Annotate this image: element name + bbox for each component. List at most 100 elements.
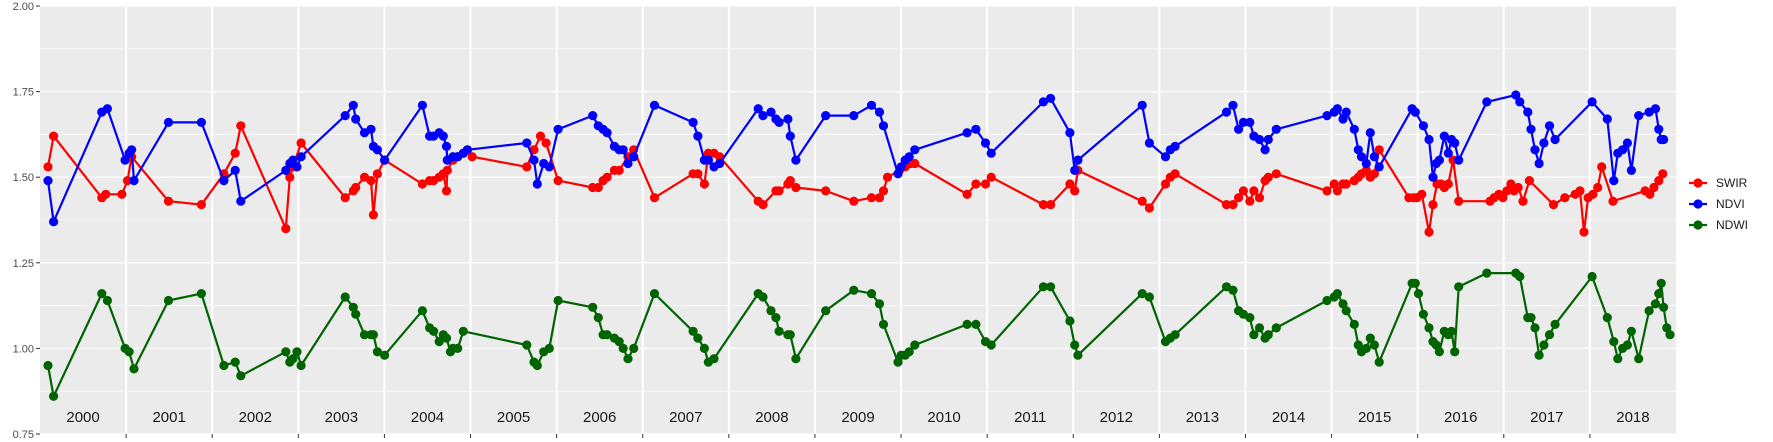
ndwi-point xyxy=(1413,289,1424,299)
ndvi-point xyxy=(703,155,714,165)
swir-point xyxy=(1575,186,1585,196)
ndwi-point xyxy=(1446,326,1457,336)
year-label: 2015 xyxy=(1358,409,1391,426)
ndwi-point xyxy=(1515,271,1525,282)
ndwi-point xyxy=(1332,289,1342,299)
year-label: 2002 xyxy=(239,409,272,426)
ndwi-point xyxy=(441,333,452,343)
ndvi-point xyxy=(1369,152,1379,162)
swir-point xyxy=(849,196,859,206)
x-axis: 2000 2001 2002 2003 2004 2005 2006 2007 2008 2009… xyxy=(66,409,1650,438)
ndwi-point xyxy=(1245,313,1255,323)
ndvi-point xyxy=(1234,124,1244,134)
swir-point xyxy=(101,189,111,199)
ndwi-point xyxy=(1659,302,1669,312)
swir-point xyxy=(1374,145,1384,155)
ndvi-point xyxy=(438,131,448,141)
ndvi-point xyxy=(1650,104,1661,114)
ndvi-point xyxy=(1618,145,1628,155)
y-tick-label: 0.75 xyxy=(13,429,34,441)
ndwi-point xyxy=(1046,282,1056,292)
swir-point xyxy=(1361,165,1371,175)
ndwi-point xyxy=(910,340,920,350)
ndwi-point xyxy=(1550,319,1560,329)
ndvi-point xyxy=(1349,124,1359,134)
swir-point xyxy=(163,196,174,206)
legend-label-swir: SWIR xyxy=(1716,176,1748,190)
ndvi-point xyxy=(102,104,112,114)
y-tick-label: 1.75 xyxy=(13,87,34,99)
ndwi-point xyxy=(1263,330,1273,340)
ndvi-point xyxy=(904,152,914,162)
ndvi-point xyxy=(1254,134,1265,145)
ndvi-point xyxy=(1073,155,1083,165)
swir-point xyxy=(791,182,801,193)
ndwi-point xyxy=(1650,299,1661,309)
year-label: 2018 xyxy=(1616,409,1649,426)
ndwi-point xyxy=(163,295,174,306)
legend-key-ndvi-point xyxy=(1693,199,1703,209)
swir-point xyxy=(541,138,551,148)
ndvi-point xyxy=(618,145,628,155)
ndvi-point xyxy=(1424,134,1434,145)
series-layer xyxy=(43,90,1675,401)
swir-point xyxy=(1608,196,1618,206)
swir-point xyxy=(285,172,295,182)
ndvi-point xyxy=(688,117,698,127)
swir-point xyxy=(1417,189,1427,199)
year-label: 2013 xyxy=(1186,409,1219,426)
ndwi-point xyxy=(429,326,439,336)
swir-point xyxy=(442,165,452,175)
swir-point xyxy=(1332,186,1342,196)
ndvi-point xyxy=(163,117,174,127)
ndvi-point xyxy=(649,100,660,110)
swir-point xyxy=(962,189,972,199)
swir-point xyxy=(1506,179,1516,189)
grid-lines xyxy=(40,5,1676,435)
ndwi-point xyxy=(986,340,996,350)
swir-point xyxy=(693,169,703,179)
ndvi-point xyxy=(821,111,831,121)
ndvi-point xyxy=(236,196,246,206)
legend-label-ndwi: NDWI xyxy=(1716,218,1748,232)
ndvi-point xyxy=(1439,131,1449,141)
swir-point xyxy=(366,176,376,186)
ndwi-point xyxy=(434,337,444,347)
ndvi-point xyxy=(1144,138,1154,148)
swir-point xyxy=(467,152,477,162)
ndwi-point xyxy=(1626,326,1636,336)
swir-point xyxy=(1658,169,1668,179)
year-label: 2000 xyxy=(66,409,99,426)
swir-point xyxy=(1588,189,1598,199)
ndvi-point xyxy=(1626,165,1636,175)
ndvi-point xyxy=(49,217,59,227)
swir-point xyxy=(785,176,795,186)
swir-point xyxy=(368,210,378,220)
ndvi-point xyxy=(1659,134,1669,145)
swir-point xyxy=(522,162,532,172)
swir-point xyxy=(758,200,768,210)
y-axis: 0.75 1.00 1.25 1.50 1.75 2.00 xyxy=(13,1,40,441)
swir-point xyxy=(1593,182,1603,193)
ndwi-point xyxy=(219,360,229,371)
swir-point xyxy=(1234,193,1244,203)
y-tick-label: 1.00 xyxy=(13,343,34,355)
swir-point xyxy=(351,182,361,193)
ndvi-point xyxy=(348,100,358,110)
ndwi-point xyxy=(1654,289,1664,299)
swir-point xyxy=(281,224,291,234)
swir-point xyxy=(986,172,996,182)
ndvi-point xyxy=(962,128,972,138)
ndwi-point xyxy=(785,330,795,340)
ndvi-point xyxy=(1418,121,1428,131)
ndvi-point xyxy=(1428,172,1438,182)
legend-key-ndwi-point xyxy=(1693,220,1703,230)
ndvi-point xyxy=(380,155,390,165)
ndvi-point xyxy=(544,162,554,172)
series-swir xyxy=(43,121,1668,237)
swir-point xyxy=(1597,162,1607,172)
ndvi-point xyxy=(129,176,139,186)
ndwi-point xyxy=(372,347,382,357)
legend-label-ndvi: NDVI xyxy=(1716,197,1745,211)
